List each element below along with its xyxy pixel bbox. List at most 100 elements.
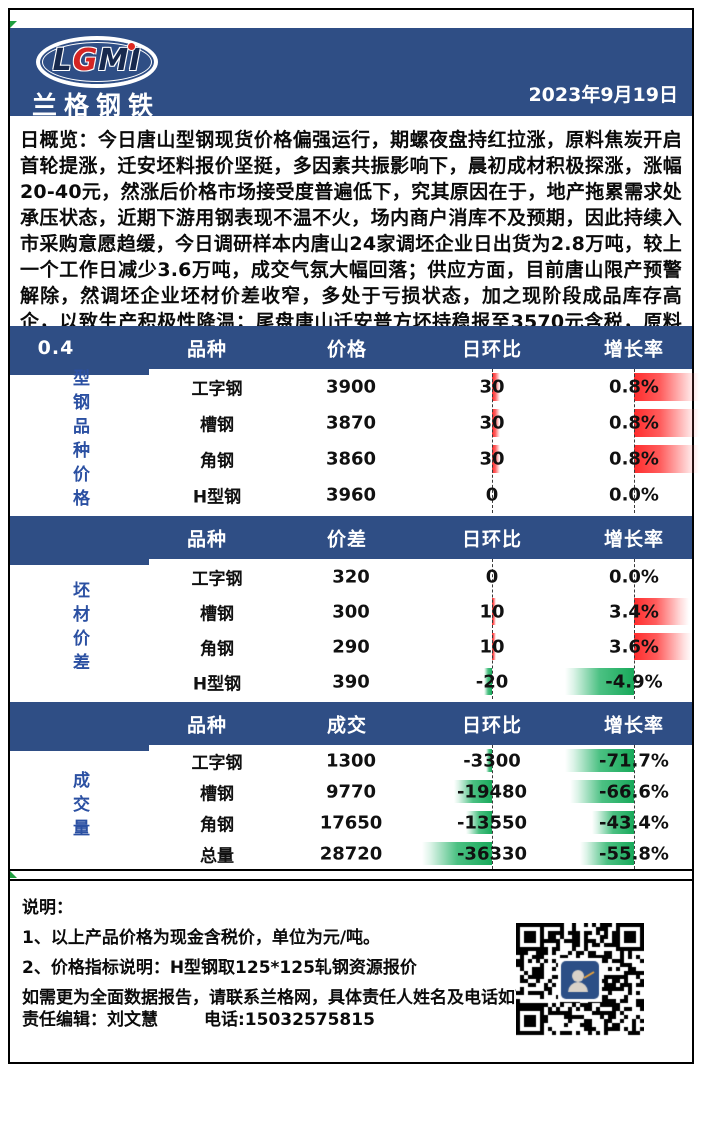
dod-bar [492, 633, 496, 660]
excel-flag-icon [10, 871, 17, 878]
species-cell: H型钢 [192, 487, 242, 508]
brand-name: 兰格钢铁 [32, 91, 161, 120]
table-row: 槽钢 3870 30 0.8% [10, 405, 699, 441]
species-cell: 工字钢 [191, 379, 243, 400]
rate-bar [634, 445, 699, 473]
rate-cell: 3.4% [609, 601, 659, 622]
dod-axis-line [492, 559, 493, 699]
dod-bar [486, 749, 492, 772]
price-cell: 3860 [325, 448, 377, 470]
rate-bar [634, 373, 699, 401]
table1-col-price: 价格 [326, 338, 368, 360]
table1-side-label: 型钢品种价格 [69, 369, 89, 513]
dod-cell: -36330 [456, 843, 528, 864]
note-line-1: 1、以上产品价格为现金含税价，单位为元/吨。 [22, 928, 381, 948]
species-cell: 槽钢 [200, 784, 234, 804]
rate-bar [592, 811, 634, 834]
price-cell: 3900 [325, 376, 377, 398]
rate-axis-line [634, 369, 635, 513]
section-gap [10, 699, 692, 702]
logo-text: LGMI [52, 42, 142, 78]
table1-corner-value: 0.4 [37, 336, 75, 359]
volume-cell: 28720 [319, 843, 383, 864]
dod-cell: -3300 [463, 750, 521, 771]
table1-body: 型钢品种价格 工字钢 3900 30 0.8% 槽钢 3870 30 0.8% … [10, 369, 699, 513]
dod-bar [484, 668, 492, 695]
dod-cell: -20 [475, 671, 509, 692]
dod-cell: 10 [479, 601, 505, 622]
species-cell: 角钢 [200, 451, 234, 472]
table-row: 工字钢 1300 -3300 -71.7% [10, 745, 692, 776]
table1-header-row: 0.4 品种 价格 日环比 增长率 [10, 326, 692, 369]
dod-bar [492, 445, 500, 473]
table2-col-dod: 日环比 [461, 528, 523, 550]
report-header: LGMI 兰格钢铁 2023年9月19日 [10, 28, 692, 120]
species-cell: 工字钢 [191, 569, 243, 589]
dod-cell: 0 [485, 566, 499, 587]
table-footer-gap [10, 869, 692, 879]
table-row: 总量 28720 -36330 -55.8% [10, 838, 692, 869]
report-date: 2023年9月19日 [528, 84, 678, 106]
lgmi-logo-icon: LGMI [36, 36, 158, 88]
rate-bar [634, 633, 692, 660]
price-cell: 3870 [325, 412, 377, 434]
table1-col-species: 品种 [186, 338, 228, 360]
table-row: 角钢 17650 -13550 -43.4% [10, 807, 692, 838]
total-label-cell: 总量 [200, 846, 234, 866]
rate-cell: 0.0% [609, 566, 659, 587]
dod-bar [492, 598, 496, 625]
rate-bar [565, 749, 634, 772]
editor-phone: 电话:15032575815 [204, 1010, 375, 1030]
dod-cell: 0 [485, 484, 499, 506]
note-line-3: 如需更为全面数据报告，请联系兰格网，具体责任人姓名及电话如下： [22, 988, 549, 1008]
report-footer: 说明： 1、以上产品价格为现金含税价，单位为元/吨。 2、价格指标说明：H型钢取… [10, 879, 692, 1062]
dod-bar [454, 780, 492, 803]
dod-cell: -13550 [456, 812, 528, 833]
table3-col-species: 品种 [186, 714, 228, 736]
spread-cell: 390 [332, 671, 370, 692]
species-cell: 工字钢 [191, 753, 243, 773]
dod-cell: -19480 [456, 781, 528, 802]
rate-cell: -4.9% [605, 671, 663, 692]
species-cell: 槽钢 [200, 604, 234, 624]
rate-bar [634, 598, 689, 625]
rate-bar [634, 409, 699, 437]
dod-cell: 30 [479, 376, 505, 398]
dod-cell: 30 [479, 412, 505, 434]
table2-side-label: 坯材价差 [69, 581, 89, 677]
table3-side-label: 成交量 [69, 771, 89, 843]
spread-cell: 320 [332, 566, 370, 587]
table-row: 角钢 290 10 3.6% [10, 629, 692, 664]
report-document: LGMI 兰格钢铁 2023年9月19日 日概览：今日唐山型钢现货价格偏强运行，… [8, 8, 699, 1064]
volume-cell: 9770 [325, 781, 377, 802]
species-cell: 角钢 [200, 639, 234, 659]
rate-cell: 0.0% [609, 484, 659, 506]
dod-cell: 30 [479, 448, 505, 470]
table-row: 工字钢 3900 30 0.8% [10, 369, 699, 405]
table2-col-spread: 价差 [326, 528, 368, 550]
rate-cell: -71.7% [599, 750, 669, 771]
table2-header-row: 品种 价差 日环比 增长率 [10, 516, 692, 559]
top-margin-strip [10, 10, 692, 28]
volume-cell: 17650 [319, 812, 383, 833]
table1-col-dod: 日环比 [461, 338, 523, 360]
table1-label-cap [10, 369, 149, 375]
logo-dot-icon [127, 42, 136, 51]
table-row: 角钢 3860 30 0.8% [10, 441, 699, 477]
spread-cell: 290 [332, 636, 370, 657]
price-cell: 3960 [325, 484, 377, 506]
table3-col-volume: 成交 [326, 714, 368, 736]
excel-flag-icon [10, 21, 17, 28]
table2-body: 坯材价差 工字钢 320 0 0.0% 槽钢 300 10 3.4% 角钢 29… [10, 559, 692, 699]
notes-title: 说明： [22, 898, 73, 918]
dod-bar [422, 842, 492, 865]
table3-label-cap [10, 745, 149, 751]
spread-cell: 300 [332, 601, 370, 622]
rate-cell: -55.8% [599, 843, 669, 864]
table2-label-cap [10, 559, 149, 565]
rate-cell: -66.6% [599, 781, 669, 802]
table-row: H型钢 3960 0 0.0% [10, 477, 692, 513]
species-cell: 槽钢 [200, 415, 234, 436]
volume-cell: 1300 [325, 750, 377, 771]
table3-col-rate: 增长率 [603, 714, 665, 736]
